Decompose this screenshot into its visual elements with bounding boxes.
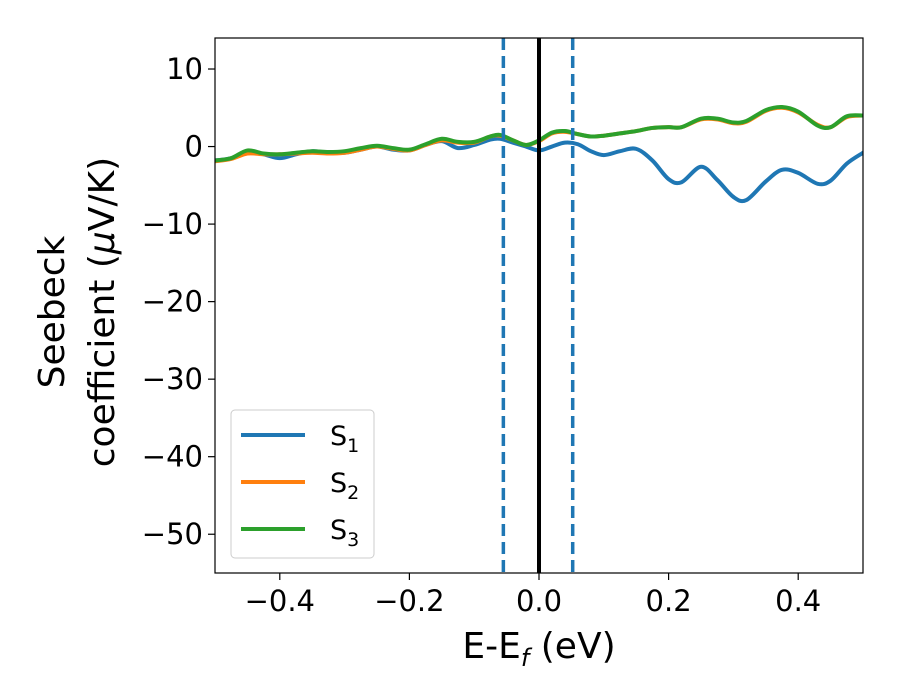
legend-label-s2: S	[330, 468, 347, 499]
y-tick-label: 10	[166, 52, 203, 86]
svg-text:S1: S1	[330, 421, 359, 457]
x-axis-title-main: E-E	[462, 626, 520, 667]
svg-text:S2: S2	[330, 468, 359, 504]
legend-label-s1: S	[330, 421, 347, 452]
y-tick-label: 0	[185, 130, 203, 164]
y-tick-label: −30	[142, 362, 203, 396]
legend-entry-s3: S3	[241, 515, 359, 551]
y-axis-ticks: 10 0 −10 −20 −30 −40 −50	[142, 52, 215, 551]
legend-entry-s1: S1	[241, 421, 359, 457]
x-tick-label: −0.2	[374, 584, 444, 618]
legend-entry-s2: S2	[241, 468, 359, 504]
x-tick-label: −0.4	[245, 584, 315, 618]
y-tick-label: −40	[142, 440, 203, 474]
legend-label-s3: S	[330, 515, 347, 546]
y-axis-title-line1: Seebeck	[32, 235, 73, 388]
y-tick-label: −10	[142, 207, 203, 241]
x-axis-ticks: −0.4 −0.2 0.0 0.2 0.4	[245, 573, 821, 618]
y-axis-title-line2: coefficient (μV/K)	[82, 157, 123, 467]
y-axis-title-prefix: coefficient (	[82, 254, 123, 467]
y-axis-title-suffix: V/K)	[82, 157, 123, 231]
legend-label-s1-sub: 1	[347, 435, 359, 457]
svg-text:S3: S3	[330, 515, 359, 551]
legend-label-s2-sub: 2	[347, 482, 359, 504]
x-tick-label: 0.0	[516, 584, 562, 618]
y-tick-label: −50	[142, 517, 203, 551]
y-axis-title-mu: μ	[82, 231, 123, 255]
x-tick-label: 0.4	[775, 584, 821, 618]
x-axis-title: E-Ef (eV)	[462, 626, 615, 672]
reference-lines	[501, 38, 575, 573]
legend: S1 S2 S3	[230, 409, 375, 559]
y-tick-label: −20	[142, 285, 203, 319]
legend-label-s3-sub: 3	[347, 529, 359, 551]
x-axis-title-unit: (eV)	[529, 626, 615, 667]
x-tick-label: 0.2	[646, 584, 692, 618]
